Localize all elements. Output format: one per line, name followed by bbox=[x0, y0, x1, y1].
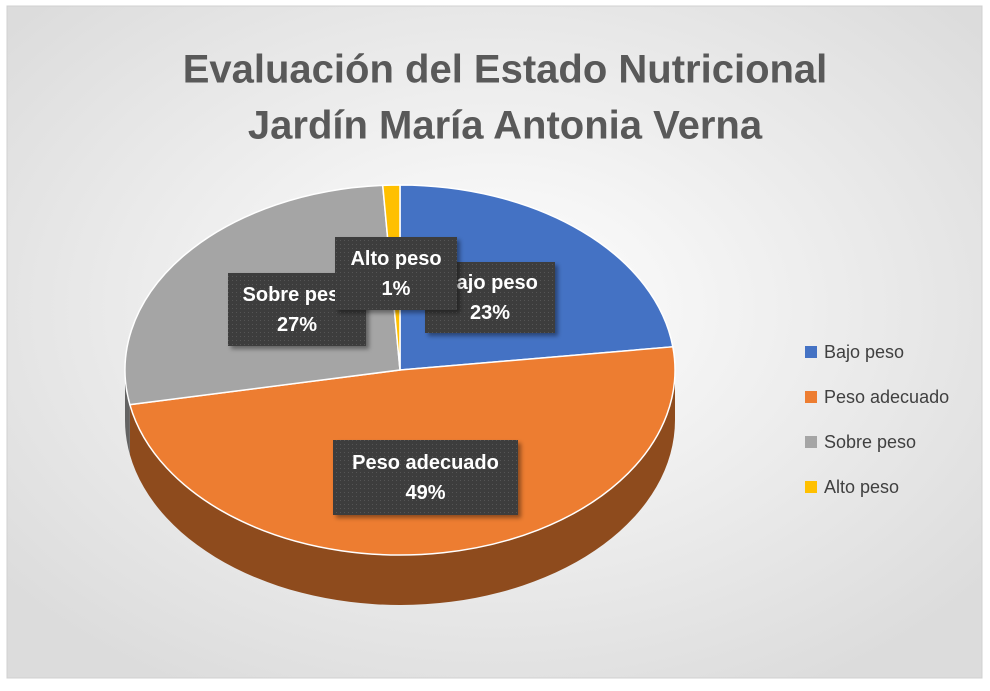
data-label-category: Sobre peso bbox=[243, 284, 352, 306]
legend-label: Sobre peso bbox=[824, 432, 916, 452]
data-label-box bbox=[333, 440, 518, 515]
data-label-category: Peso adecuado bbox=[352, 452, 499, 474]
chart-title: Evaluación del Estado Nutricional bbox=[183, 48, 828, 92]
legend-swatch bbox=[805, 346, 817, 358]
data-label-value: 49% bbox=[405, 482, 445, 504]
data-label-category: Bajo peso bbox=[442, 272, 538, 294]
data-label: Peso adecuado 49% bbox=[333, 440, 518, 515]
legend-swatch bbox=[805, 436, 817, 448]
pie-side bbox=[129, 370, 676, 606]
data-label-value: 23% bbox=[470, 302, 510, 324]
data-label-category: Alto peso bbox=[350, 248, 441, 270]
legend-swatch bbox=[805, 481, 817, 493]
chart-title: Jardín María Antonia Verna bbox=[248, 104, 763, 148]
data-label: Alto peso 1% bbox=[335, 237, 457, 310]
legend-label: Bajo peso bbox=[824, 342, 904, 362]
data-label-box bbox=[335, 237, 457, 310]
legend-label: Alto peso bbox=[824, 477, 899, 497]
data-label-value: 1% bbox=[382, 278, 411, 300]
legend-label: Peso adecuado bbox=[824, 387, 949, 407]
data-label-value: 27% bbox=[277, 314, 317, 336]
legend-swatch bbox=[805, 391, 817, 403]
